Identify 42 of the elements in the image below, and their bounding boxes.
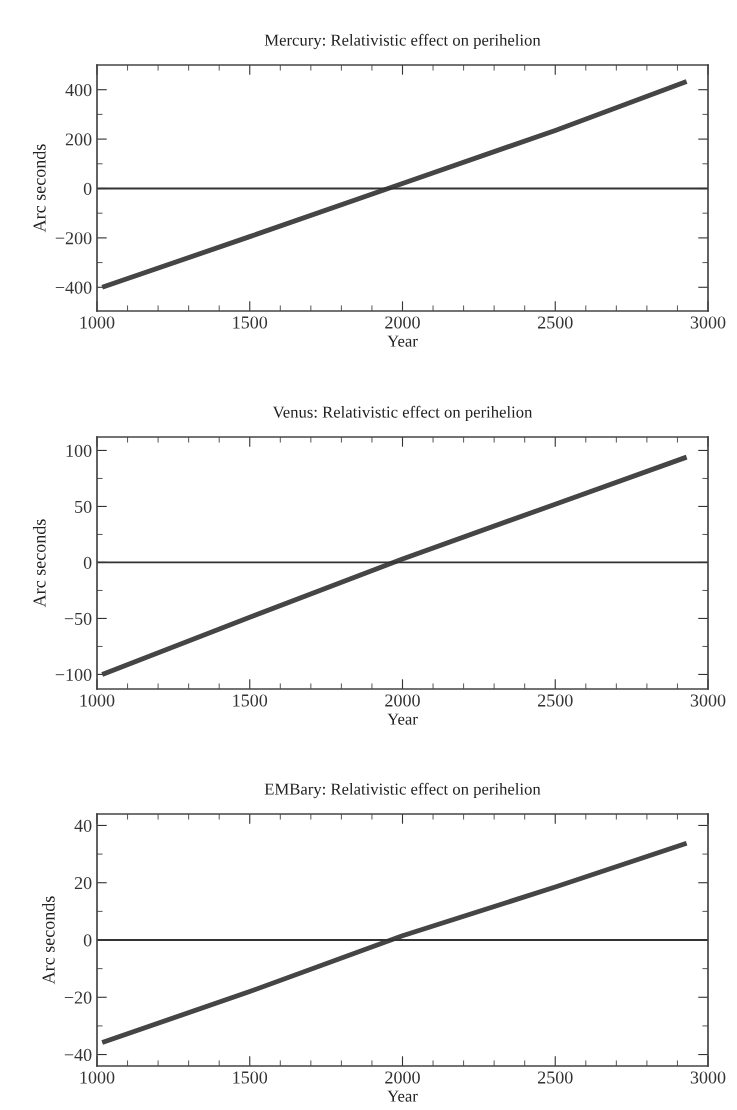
y-tick-label: 20: [74, 876, 92, 890]
x-tick-label: 1000: [80, 316, 115, 329]
y-tick-label: 0: [83, 556, 92, 569]
x-tick-label: 1500: [233, 1071, 268, 1084]
chart-title: Venus: Relativistic effect on perihelion: [272, 405, 533, 422]
x-tick-label: 1000: [80, 1071, 115, 1084]
y-tick-label: 40: [74, 819, 92, 832]
x-tick-label: 2500: [537, 1071, 573, 1084]
y-tick-label: 200: [65, 133, 92, 146]
x-tick-label: 3000: [690, 316, 726, 329]
y-axis-title: Arc seconds: [32, 144, 46, 233]
x-tick-label: 2000: [385, 694, 420, 707]
x-tick-label: 3000: [690, 1071, 726, 1084]
x-tick-label: 2000: [385, 316, 420, 329]
y-tick-label: −200: [55, 232, 92, 245]
x-axis-title: Year: [387, 713, 418, 725]
line-series: [99, 79, 690, 290]
y-tick-label: 0: [83, 934, 92, 947]
y-tick-label: 100: [66, 444, 92, 457]
x-tick-label: 2500: [537, 316, 573, 329]
x-axis-title: Year: [387, 1090, 418, 1102]
x-tick-label: 3000: [690, 694, 726, 707]
x-tick-label: 1000: [80, 694, 115, 707]
y-axis-title: Arc seconds: [41, 896, 55, 985]
y-tick-label: −400: [55, 281, 92, 294]
y-tick-label: −20: [64, 991, 92, 1004]
x-tick-label: 1500: [233, 316, 268, 329]
line-series: [99, 840, 690, 1045]
y-tick-label: 0: [83, 182, 92, 195]
y-tick-label: −50: [64, 612, 92, 625]
x-axis-title: Year: [387, 335, 418, 347]
line-series: [99, 454, 690, 677]
y-tick-label: 50: [75, 500, 92, 513]
chart-title: EMBary: Relativistic effect on perihelion: [264, 782, 541, 799]
chart-title: Mercury: Relativistic effect on perihelion: [264, 33, 541, 50]
y-tick-label: 400: [65, 83, 92, 97]
y-axis-title: Arc seconds: [32, 519, 46, 608]
x-tick-label: 2000: [385, 1071, 420, 1084]
y-tick-label: −100: [55, 668, 92, 681]
x-tick-label: 1500: [233, 694, 268, 707]
x-tick-label: 2500: [537, 694, 573, 707]
y-tick-label: −40: [64, 1048, 92, 1061]
